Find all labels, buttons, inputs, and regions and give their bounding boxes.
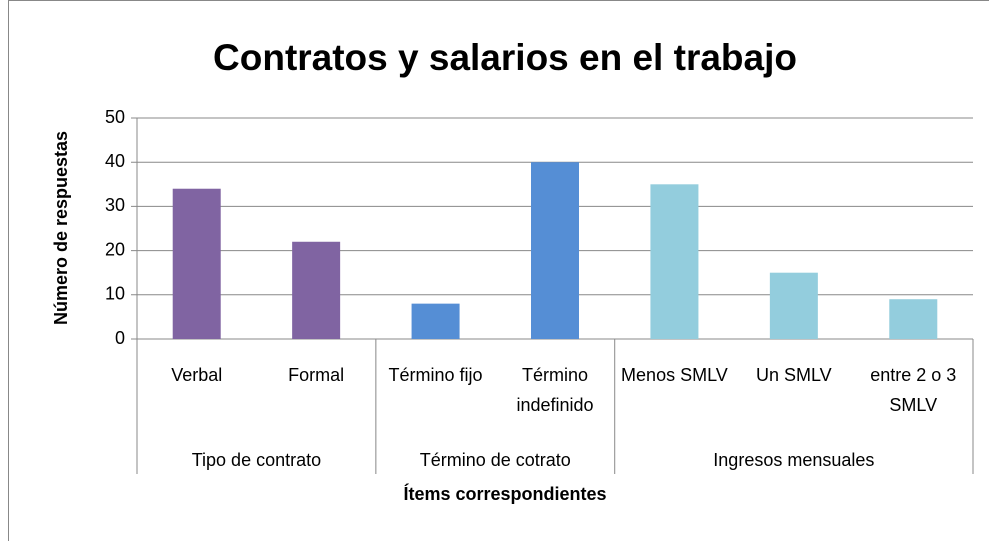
bar <box>411 303 460 339</box>
group-label: Término de cotrato <box>419 450 571 470</box>
x-tick-label: entre 2 o 3 SMLV <box>870 365 957 415</box>
y-tick-label: 40 <box>105 151 125 171</box>
y-axis-title: Número de respuestas <box>51 131 71 325</box>
bar <box>531 162 579 339</box>
bar <box>650 184 699 339</box>
chart-frame <box>8 0 989 541</box>
bar <box>172 188 221 339</box>
y-tick-label: 50 <box>105 107 125 127</box>
x-tick-label: Menos SMLV <box>621 365 728 385</box>
y-tick-label: 30 <box>105 195 125 215</box>
y-tick-label: 10 <box>105 284 125 304</box>
x-tick-label: Término indefinido <box>516 365 594 415</box>
x-tick-label: Un SMLV <box>756 365 832 385</box>
x-tick-label: Término fijo <box>388 365 483 385</box>
bar <box>292 241 341 339</box>
x-tick-label: Verbal <box>171 365 223 385</box>
x-axis-title: Ítems correspondientes <box>403 483 606 504</box>
group-label: Tipo de contrato <box>191 450 322 470</box>
x-tick-label: Formal <box>288 365 345 385</box>
y-tick-label: 0 <box>115 328 125 348</box>
bar <box>769 272 818 339</box>
bar <box>889 299 938 339</box>
chart-title: Contratos y salarios en el trabajo <box>213 37 797 78</box>
group-label: Ingresos mensuales <box>713 450 875 470</box>
y-tick-label: 20 <box>105 239 125 259</box>
